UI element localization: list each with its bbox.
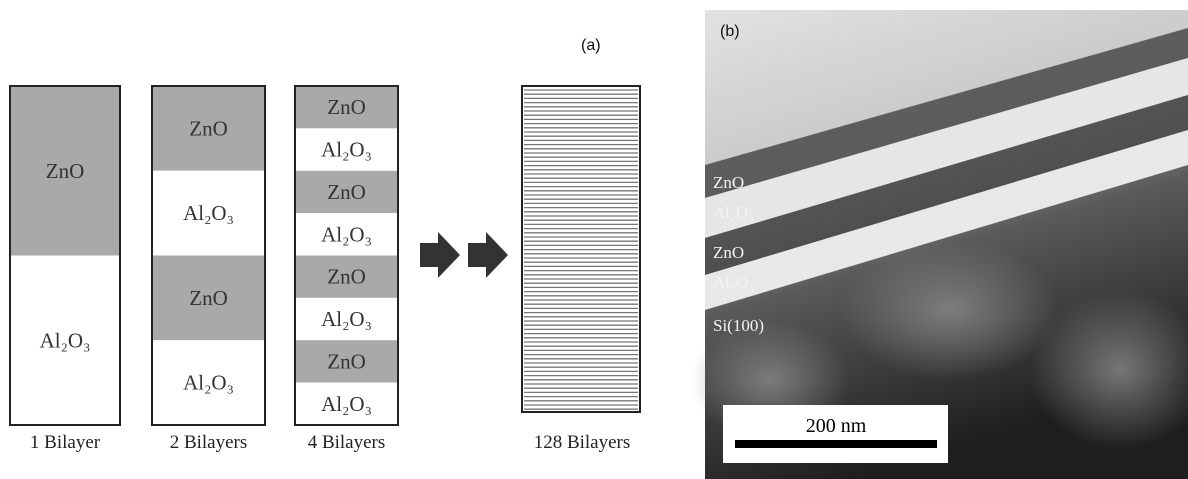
panel-label: (a) [581, 37, 601, 54]
layer-label: Al₂O₃ [40, 328, 91, 352]
tem-layer-label: Si(100) [713, 316, 764, 335]
tem-layer-label: ZnO [713, 243, 744, 262]
stack-caption: 4 Bilayers [308, 432, 386, 453]
layer-label: Al₂O₃ [321, 307, 372, 331]
layer-label: ZnO [327, 349, 366, 373]
layer-label: Al₂O₃ [321, 138, 372, 162]
tem-layer-label: Al₂O₃ [713, 203, 754, 222]
layer-label: Al₂O₃ [321, 222, 372, 246]
scale-bar-label: 200 nm [806, 415, 867, 437]
layer-label: ZnO [327, 265, 366, 289]
tem-layer-label: ZnO [713, 173, 744, 192]
layer-label: Al₂O₃ [183, 201, 234, 225]
panel-label: (b) [720, 23, 740, 40]
layer-label: ZnO [327, 180, 366, 204]
figure: (a) (b) 128 Bilayers 200 nm ZnO Al₂O₃ 1 Bi… [0, 0, 1188, 479]
layer-label: Al₂O₃ [183, 371, 234, 395]
stack-caption: 128 Bilayers [534, 432, 631, 453]
figure-svg: (a) (b) 128 Bilayers 200 nm ZnO Al₂O₃ 1 Bi… [0, 0, 1188, 479]
stack-caption: 2 Bilayers [170, 432, 248, 453]
arrows [420, 232, 508, 278]
striped-stack [522, 86, 640, 412]
layer-label: ZnO [189, 116, 228, 140]
layer-label: Al₂O₃ [321, 392, 372, 416]
layer-label: ZnO [327, 95, 366, 119]
layer-label: ZnO [46, 159, 85, 183]
tem-layer-label: Al₂O₃ [713, 273, 754, 292]
stack-caption: 1 Bilayer [30, 432, 101, 453]
scale-bar: 200 nm [723, 405, 948, 463]
layer-label: ZnO [189, 286, 228, 310]
